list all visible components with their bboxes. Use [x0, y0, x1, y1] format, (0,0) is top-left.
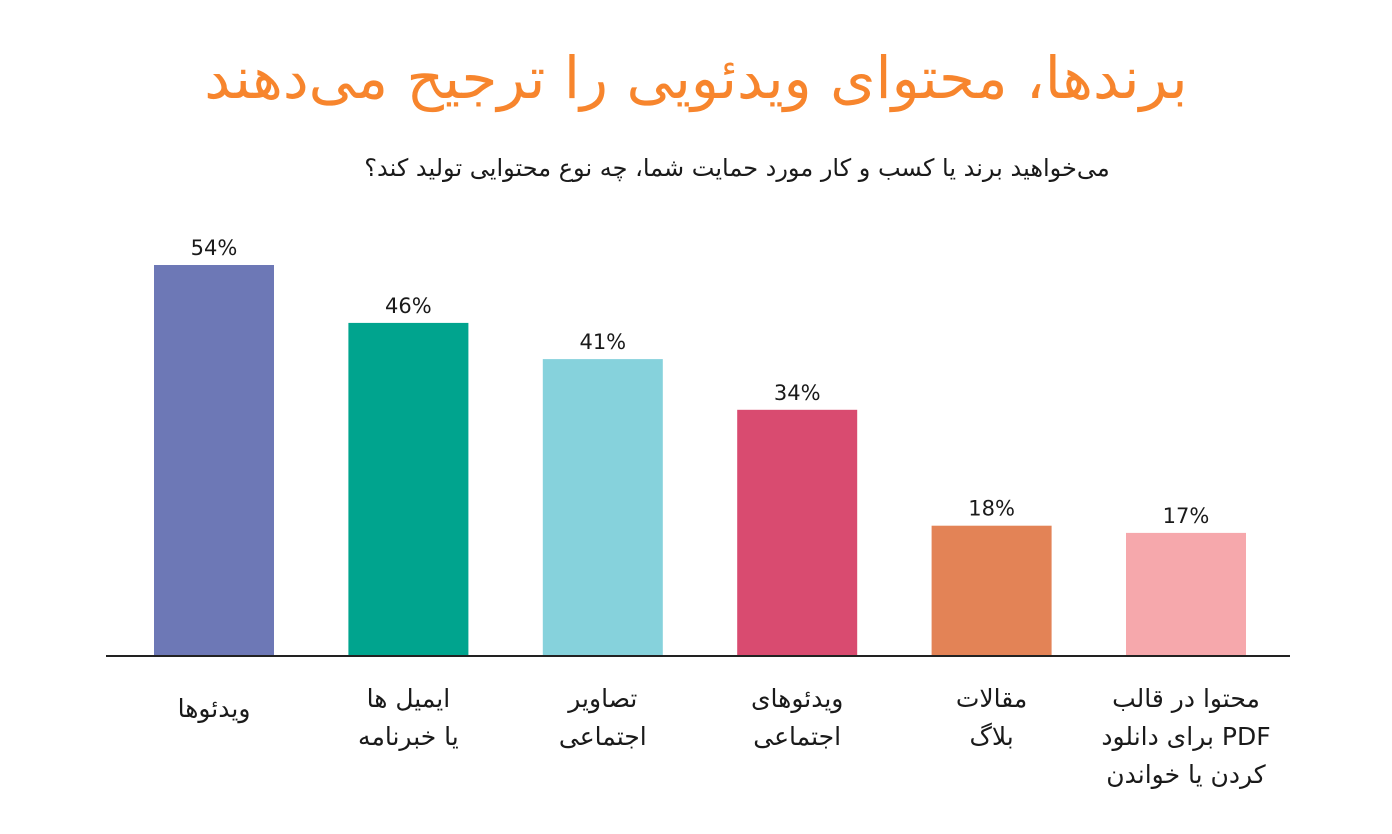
bar-5 [931, 525, 1052, 656]
category-label-4: ویدئوهای اجتماعی [750, 684, 844, 751]
bar-value-label-2: 46% [385, 294, 432, 318]
category-label-5: مقالات بلاگ [955, 684, 1028, 751]
bar-value-label-4: 34% [774, 381, 821, 405]
category-label-3: تصاویر اجتماعی [558, 684, 647, 751]
bar-2 [348, 322, 469, 656]
bar-value-label-1: 54% [191, 236, 238, 260]
bar-3 [542, 359, 663, 656]
bar-4 [737, 409, 858, 656]
category-label-6: محتوا در قالب PDF برای دانلود کردن یا خو… [1101, 684, 1271, 789]
category-label-2: ایمیل ها یا خبرنامه [358, 684, 459, 751]
bars-group: 54% 46% 41% 34% 18% 17% [154, 236, 1246, 656]
bar-value-label-5: 18% [968, 497, 1015, 521]
bar-1 [154, 265, 274, 656]
bar-6 [1126, 532, 1246, 656]
category-label-1: ویدئوها [177, 694, 251, 723]
chart-subtitle: می‌خواهید برند یا کسب و کار مورد حمایت ش… [364, 154, 1110, 182]
chart-title: برندها، محتوای ویدئویی را ترجیح می‌دهند [204, 44, 1188, 112]
bar-value-label-3: 41% [579, 330, 626, 354]
bar-value-label-6: 17% [1163, 504, 1210, 528]
